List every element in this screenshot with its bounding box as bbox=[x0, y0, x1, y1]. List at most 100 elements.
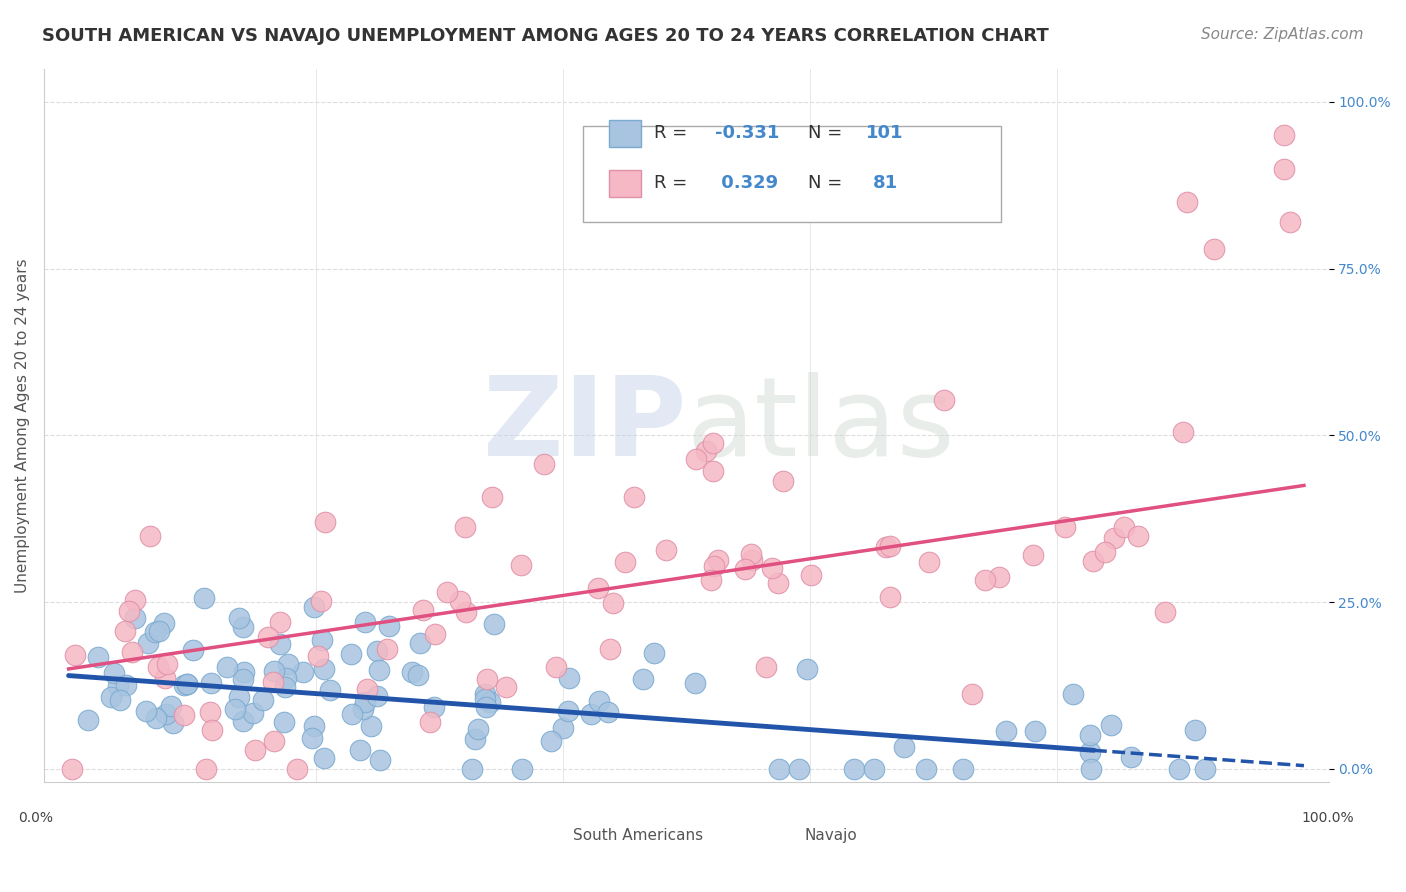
Point bbox=[1114, 520, 1136, 534]
Point bbox=[734, 562, 756, 576]
Point bbox=[256, 631, 278, 645]
Point bbox=[159, 699, 181, 714]
Point bbox=[1204, 242, 1226, 256]
Point bbox=[495, 680, 517, 694]
Point bbox=[302, 600, 325, 615]
Point bbox=[107, 679, 129, 693]
Point bbox=[349, 742, 371, 756]
Point bbox=[1062, 687, 1084, 701]
Point bbox=[406, 668, 429, 682]
Point bbox=[475, 673, 498, 687]
Point bbox=[412, 603, 434, 617]
Point bbox=[145, 711, 167, 725]
Point bbox=[602, 596, 624, 610]
Point bbox=[683, 676, 706, 690]
Point bbox=[224, 702, 246, 716]
Point bbox=[103, 665, 125, 680]
Point bbox=[772, 474, 794, 488]
Point bbox=[1022, 548, 1045, 562]
Point bbox=[146, 660, 169, 674]
Text: R =: R = bbox=[654, 175, 693, 193]
Point bbox=[245, 742, 267, 756]
Point bbox=[276, 671, 298, 685]
Point bbox=[314, 515, 336, 529]
Point bbox=[198, 705, 221, 719]
Point bbox=[740, 547, 762, 561]
Point bbox=[863, 762, 886, 776]
Point bbox=[706, 552, 728, 566]
Point bbox=[262, 674, 284, 689]
Point bbox=[366, 644, 388, 658]
Point bbox=[60, 762, 83, 776]
Text: -0.331: -0.331 bbox=[714, 124, 779, 142]
Point bbox=[1272, 161, 1295, 176]
Point bbox=[475, 700, 498, 714]
Y-axis label: Unemployment Among Ages 20 to 24 years: Unemployment Among Ages 20 to 24 years bbox=[15, 258, 30, 592]
Point bbox=[1194, 762, 1216, 776]
Bar bbox=[609, 169, 641, 197]
Point bbox=[232, 714, 254, 729]
Point bbox=[353, 695, 375, 709]
Point bbox=[419, 715, 441, 730]
Text: N =: N = bbox=[808, 124, 848, 142]
Point bbox=[700, 573, 723, 587]
Point bbox=[631, 672, 654, 686]
Point bbox=[768, 762, 790, 776]
Text: 100.0%: 100.0% bbox=[1302, 811, 1354, 824]
Point bbox=[232, 620, 254, 634]
Point bbox=[623, 490, 645, 504]
Point bbox=[1094, 544, 1116, 558]
Point bbox=[285, 762, 308, 776]
Point bbox=[598, 705, 620, 719]
Point bbox=[800, 568, 823, 582]
Text: atlas: atlas bbox=[686, 372, 955, 479]
Point bbox=[654, 543, 676, 558]
Point bbox=[274, 680, 297, 694]
Point bbox=[918, 555, 941, 569]
FancyBboxPatch shape bbox=[583, 126, 1001, 222]
Point bbox=[1119, 749, 1142, 764]
Point bbox=[467, 723, 489, 737]
Point bbox=[228, 611, 250, 625]
Point bbox=[787, 762, 810, 776]
Point bbox=[449, 594, 471, 608]
Point bbox=[464, 731, 486, 746]
Point bbox=[77, 713, 100, 727]
Text: Navajo: Navajo bbox=[804, 829, 858, 843]
Point bbox=[117, 604, 139, 618]
Point bbox=[588, 694, 610, 708]
Point bbox=[215, 660, 238, 674]
Point bbox=[1278, 215, 1301, 229]
Point bbox=[242, 706, 264, 720]
Point bbox=[599, 642, 621, 657]
Point bbox=[932, 392, 955, 407]
Point bbox=[173, 707, 195, 722]
Point bbox=[461, 762, 484, 776]
Point bbox=[766, 575, 789, 590]
Point bbox=[269, 615, 291, 629]
Point bbox=[1099, 718, 1122, 732]
Point bbox=[314, 751, 336, 765]
Point bbox=[1272, 128, 1295, 143]
Point bbox=[510, 762, 533, 776]
Point bbox=[368, 663, 391, 677]
Point bbox=[193, 591, 215, 605]
Point bbox=[156, 657, 179, 671]
Point bbox=[1081, 554, 1104, 568]
Point bbox=[553, 721, 575, 735]
Text: SOUTH AMERICAN VS NAVAJO UNEMPLOYMENT AMONG AGES 20 TO 24 YEARS CORRELATION CHAR: SOUTH AMERICAN VS NAVAJO UNEMPLOYMENT AM… bbox=[42, 27, 1049, 45]
Point bbox=[842, 762, 865, 776]
Text: N =: N = bbox=[808, 175, 848, 193]
Point bbox=[136, 636, 159, 650]
Point bbox=[995, 723, 1018, 738]
Point bbox=[755, 660, 778, 674]
Point bbox=[960, 687, 983, 701]
Point bbox=[302, 719, 325, 733]
Point bbox=[108, 693, 131, 707]
Point bbox=[741, 553, 763, 567]
Point bbox=[176, 676, 198, 690]
Point bbox=[557, 704, 579, 718]
Point bbox=[263, 664, 285, 678]
Text: 101: 101 bbox=[866, 124, 904, 142]
Point bbox=[314, 662, 336, 676]
